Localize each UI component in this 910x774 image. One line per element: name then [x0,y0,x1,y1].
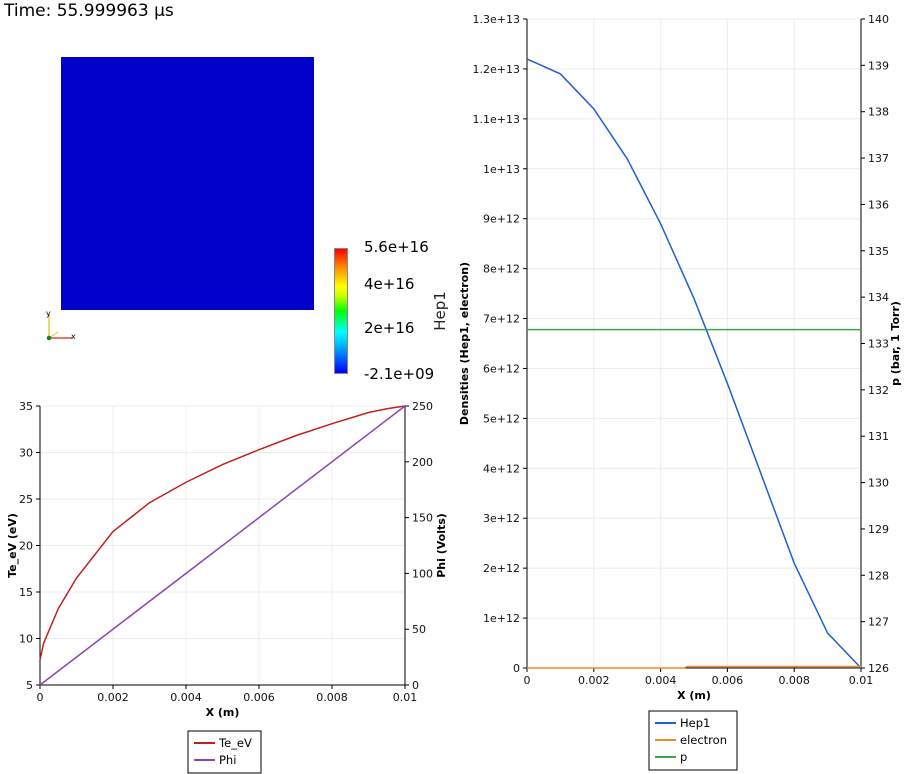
legend-label: Phi [219,753,236,767]
y-left-tick-label: 1.2e+13 [473,63,520,76]
x-tick-label: 0 [524,674,531,687]
colorbar-tick-4e16: 4e+16 [364,275,415,293]
colorbar [334,248,348,374]
time-label: Time: 55.999963 µs [4,1,174,21]
y-right-tick-label: 135 [868,245,889,258]
y-right-tick-label: 129 [868,523,889,536]
y-right-tick-label: 138 [868,106,889,119]
y-axis-right-title: p (bar, 1 Torr) [889,301,902,386]
y-left-tick-label: 30 [19,447,33,460]
y-right-tick-label: 134 [868,291,889,304]
y-right-tick-label: 140 [868,13,889,26]
y-right-tick-label: 0 [412,679,419,692]
y-left-tick-label: 2e+12 [483,562,520,575]
y-right-tick-label: 126 [868,662,889,675]
colorbar-tick-2e16: 2e+16 [364,319,415,337]
x-tick-label: 0.006 [712,674,744,687]
y-axis-right-title: Phi (Volts) [435,513,448,578]
y-right-tick-label: 132 [868,384,889,397]
y-right-tick-label: 133 [868,338,889,351]
render-view-square[interactable] [61,57,314,310]
y-right-tick-label: 130 [868,477,889,490]
series-line-phi [39,405,406,686]
legend-label: p [680,750,687,764]
y-left-tick-label: 8e+12 [483,263,520,276]
x-tick-label: 0 [37,691,44,704]
y-right-tick-label: 136 [868,198,889,211]
y-right-tick-label: 200 [412,456,433,469]
y-left-tick-label: 35 [19,400,33,413]
x-tick-label: 0.008 [316,691,348,704]
y-left-tick-label: 1e+12 [483,612,520,625]
y-left-tick-label: 5 [26,679,33,692]
y-right-tick-label: 50 [412,623,426,636]
y-left-tick-label: 10 [19,633,33,646]
x-tick-label: 0.008 [778,674,810,687]
y-right-tick-label: 128 [868,569,889,582]
y-right-tick-label: 150 [412,512,433,525]
legend-box [187,730,262,774]
orientation-origin [46,335,52,341]
y-left-tick-label: 0 [513,662,520,675]
y-axis-left-title: Densities (Hep1, electron) [458,262,471,425]
y-right-tick-label: 131 [868,430,889,443]
y-left-tick-label: 4e+12 [483,462,520,475]
y-right-tick-label: 250 [412,400,433,413]
y-axis-left-title: Te_eV (eV) [6,513,19,578]
orientation-x-label: x [71,332,76,341]
y-left-tick-label: 9e+12 [483,213,520,226]
y-left-tick-label: 1e+13 [483,163,520,176]
y-left-tick-label: 7e+12 [483,313,520,326]
x-axis-title: X (m) [677,689,711,702]
y-right-tick-label: 137 [868,152,889,165]
y-left-tick-label: 1.3e+13 [473,13,520,26]
x-axis-title: X (m) [206,706,240,719]
legend-label: electron [680,733,727,747]
series-line-te-ev [39,405,406,661]
y-left-tick-label: 1.1e+13 [473,113,520,126]
x-tick-label: 0.002 [578,674,610,687]
series-line-electron [527,665,861,669]
legend-label: Hep1 [680,716,710,730]
colorbar-tick-max: 5.6e+16 [364,238,429,256]
y-right-tick-label: 100 [412,567,433,580]
y-left-tick-label: 6e+12 [483,362,520,375]
x-tick-label: 0.01 [393,691,418,704]
series-line-hep1 [526,58,862,669]
x-tick-label: 0.004 [645,674,677,687]
colorbar-tick-min: -2.1e+09 [364,365,435,383]
x-tick-label: 0.004 [170,691,202,704]
legend-label: Te_eV [218,736,252,750]
orientation-y-label: y [46,309,51,318]
y-left-tick-label: 15 [19,586,33,599]
y-left-tick-label: 25 [19,493,33,506]
x-tick-label: 0.002 [97,691,129,704]
x-tick-label: 0.006 [243,691,275,704]
y-right-tick-label: 139 [868,59,889,72]
y-left-tick-label: 3e+12 [483,512,520,525]
x-tick-label: 0.01 [849,674,874,687]
y-right-tick-label: 127 [868,616,889,629]
y-left-tick-label: 20 [19,540,33,553]
y-left-tick-label: 5e+12 [483,412,520,425]
